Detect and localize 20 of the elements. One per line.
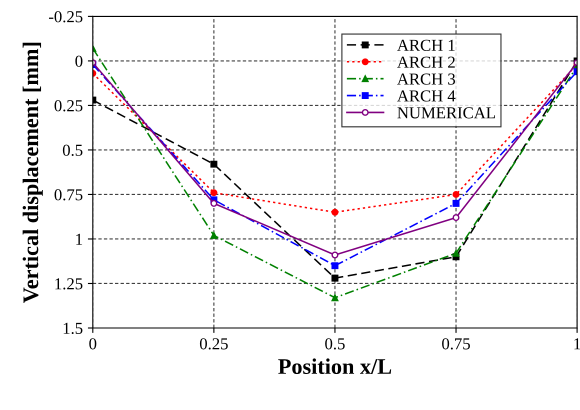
legend-label: ARCH 2: [397, 56, 455, 68]
x-tick-label: 1: [574, 338, 580, 350]
y-tick-label: 1.25: [55, 278, 82, 290]
y-tick-label: 0: [75, 56, 82, 67]
y-tick-label: -0.25: [48, 11, 82, 22]
y-tick-label: 1.5: [64, 322, 82, 334]
legend-label: ARCH 3: [397, 73, 456, 85]
x-tick-label: 0.5: [325, 338, 345, 350]
y-tick-label: 0.25: [54, 100, 82, 112]
y-tick-label: 0.5: [62, 144, 82, 156]
legend-label: ARCH 1: [397, 40, 455, 51]
legend-label: ARCH 4: [397, 90, 456, 102]
x-tick-label: 0.25: [200, 338, 228, 350]
y-tick-label: 1: [76, 234, 82, 245]
x-tick-label: 0.75: [442, 338, 470, 350]
x-axis-title: Position x/L: [278, 358, 392, 374]
x-tick-label: 0: [89, 338, 96, 350]
legend-label: NUMERICAL: [397, 107, 495, 118]
y-tick-label: 0.75: [54, 189, 82, 200]
y-axis-title: Vertical displacement [mm]: [22, 42, 43, 303]
